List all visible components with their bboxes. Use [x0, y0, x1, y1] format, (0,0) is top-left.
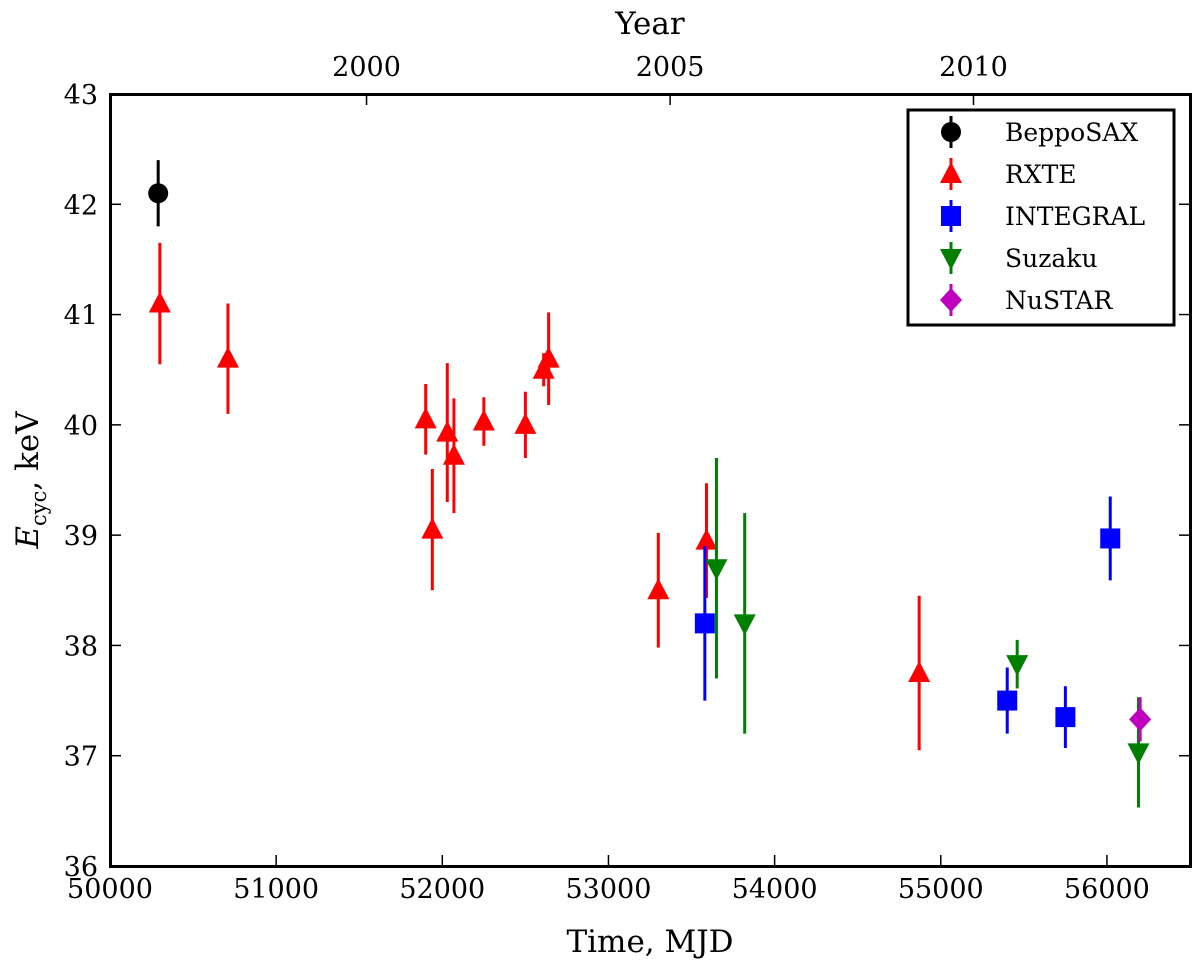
legend-integral-label: INTEGRAL: [1005, 202, 1145, 231]
y-axis-label-subscript: cyc: [27, 491, 51, 526]
legend-suzaku-marker: [940, 249, 962, 270]
top-x-tick-label: 2000: [332, 52, 401, 83]
legend-nustar-marker: [940, 288, 962, 312]
top-x-tick-label: 2010: [939, 52, 1008, 83]
plot-frame: [109, 93, 1192, 868]
axis-ticks: [109, 93, 1190, 867]
integral-point: [1055, 707, 1076, 728]
y-tick-label: 42: [64, 190, 98, 221]
x-tick-label: 52000: [399, 874, 485, 905]
suzaku-point: [705, 559, 728, 581]
legend-bepposax-marker: [941, 122, 961, 142]
legend-suzaku-label: Suzaku: [1005, 244, 1098, 273]
integral-point: [1100, 528, 1121, 549]
integral-point: [997, 690, 1018, 711]
y-tick-label: 36: [64, 852, 98, 883]
tick-labels: 50000 51000 52000 53000 54000 55000 56000 36 37 3…: [64, 52, 1150, 905]
x-tick-label: 53000: [566, 874, 652, 905]
top-x-tick-label: 2005: [636, 52, 705, 83]
rxte-point: [421, 517, 444, 539]
y-tick-label: 40: [64, 411, 98, 442]
y-tick-label: 38: [64, 631, 98, 662]
y-tick-label: 39: [64, 521, 98, 552]
x-tick-label: 50000: [67, 874, 153, 905]
legend-nustar-label: NuSTAR: [1005, 286, 1113, 315]
x-tick-label: 55000: [898, 874, 984, 905]
rxte-point: [442, 443, 465, 465]
rxte-point: [908, 661, 931, 682]
legend-rxte-label: RXTE: [1005, 160, 1077, 189]
y-tick-label: 37: [64, 742, 98, 773]
x-axis-label: Time, MJD: [566, 924, 733, 960]
rxte-point: [216, 346, 239, 368]
x-tick-label: 51000: [233, 874, 319, 905]
suzaku-point: [1006, 655, 1029, 677]
legend-rxte-marker: [940, 162, 962, 183]
legend-bepposax-label: BeppoSAX: [1005, 118, 1138, 147]
rxte-point: [148, 291, 171, 313]
y-tick-label: 41: [64, 301, 98, 332]
legend: BeppoSAX RXTE INTEGRAL Suzaku NuSTAR: [906, 108, 1176, 327]
suzaku-point: [1127, 743, 1150, 765]
suzaku-point: [733, 614, 756, 636]
y-tick-label: 43: [64, 80, 98, 111]
integral-point: [694, 613, 715, 634]
bepposax-point: [148, 183, 169, 204]
y-axis-label-main: E: [10, 526, 46, 550]
x-tick-label: 56000: [1064, 874, 1150, 905]
y-axis-label: Ecyc, keV: [10, 411, 51, 550]
rxte-point: [647, 578, 670, 600]
rxte-point: [514, 412, 537, 434]
nustar-point: [1129, 707, 1152, 732]
x-tick-label: 54000: [732, 874, 818, 905]
top-x-axis-label: Year: [614, 6, 685, 42]
rxte-point: [472, 409, 495, 431]
legend-items: BeppoSAX RXTE INTEGRAL Suzaku NuSTAR: [940, 116, 1145, 316]
data-marks: [148, 160, 1152, 808]
rxte-point: [695, 528, 718, 550]
legend-integral-marker: [941, 206, 961, 226]
rxte-point: [537, 346, 560, 368]
y-axis-label-unit: , keV: [10, 411, 46, 491]
rxte-point: [414, 407, 437, 429]
